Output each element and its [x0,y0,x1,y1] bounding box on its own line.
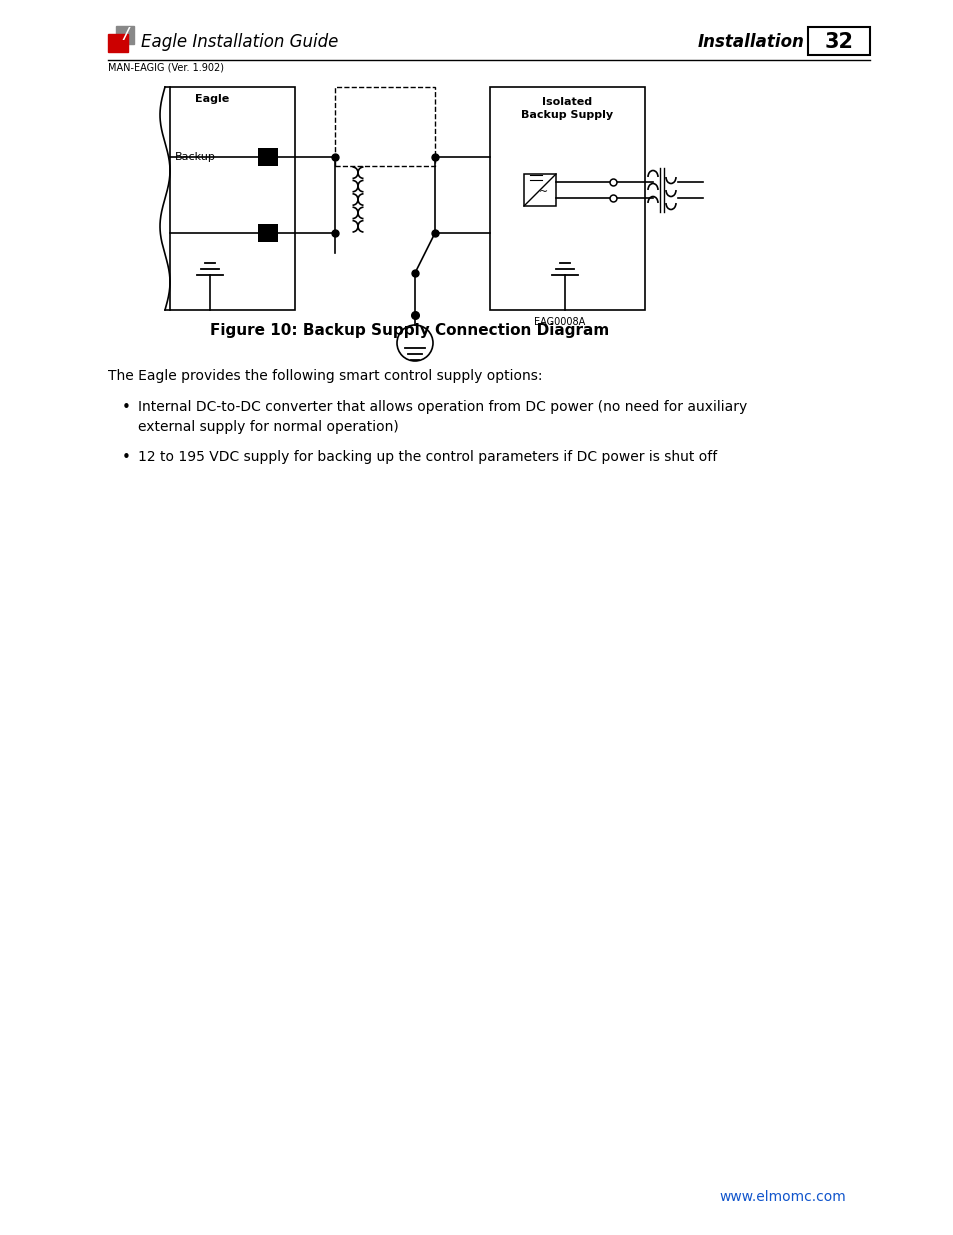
Polygon shape [116,26,133,44]
Text: •: • [122,400,131,415]
Bar [257,224,277,242]
Text: 32: 32 [823,32,853,52]
Text: Eagle Installation Guide: Eagle Installation Guide [141,33,338,51]
Bar [170,86,294,310]
Polygon shape [108,35,128,52]
Bar [490,86,644,310]
Text: www.elmomc.com: www.elmomc.com [719,1191,845,1204]
Text: Isolated: Isolated [542,98,592,107]
Text: The Eagle provides the following smart control supply options:: The Eagle provides the following smart c… [108,369,542,383]
Text: EAG0008A: EAG0008A [534,317,585,327]
Text: /: / [123,27,129,42]
Bar [523,174,556,206]
Bar [257,148,277,165]
Text: •: • [122,450,131,466]
Text: MAN-EAGIG (Ver. 1.902): MAN-EAGIG (Ver. 1.902) [108,63,224,73]
Text: Figure 10: Backup Supply Connection Diagram: Figure 10: Backup Supply Connection Diag… [211,322,609,337]
Bar [335,86,435,165]
Text: Backup Supply: Backup Supply [521,110,613,120]
Text: 12 to 195 VDC supply for backing up the control parameters if DC power is shut o: 12 to 195 VDC supply for backing up the … [138,450,717,464]
Text: Backup: Backup [174,152,215,162]
Text: external supply for normal operation): external supply for normal operation) [138,420,398,433]
Text: Internal DC-to-DC converter that allows operation from DC power (no need for aux: Internal DC-to-DC converter that allows … [138,400,746,414]
Text: ~: ~ [538,186,548,198]
Text: Installation: Installation [698,33,804,51]
Text: Eagle: Eagle [194,94,229,104]
Bar [807,27,869,56]
